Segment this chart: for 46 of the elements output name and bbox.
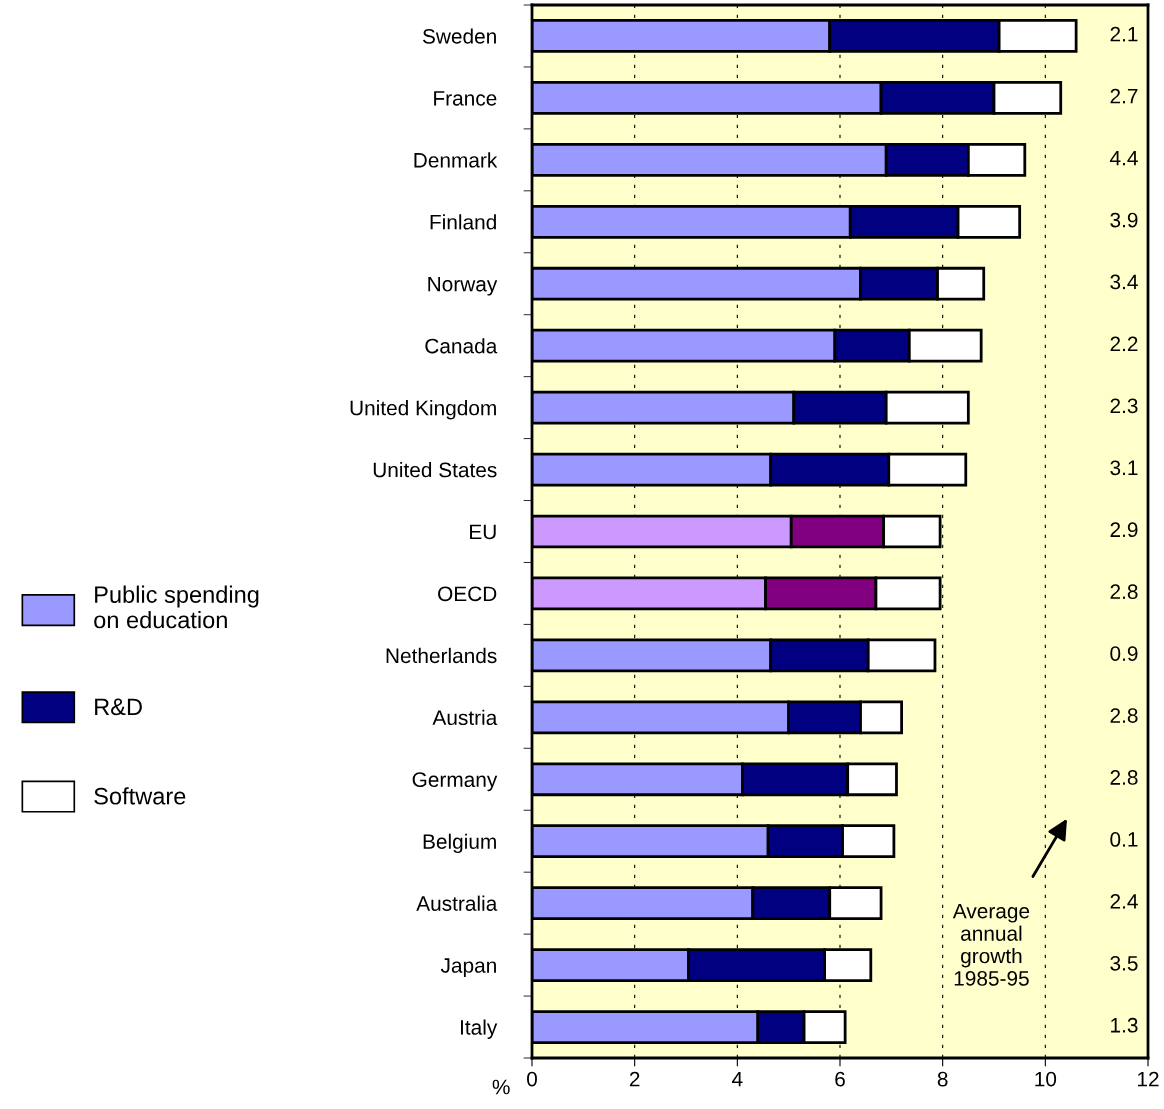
y-tick-label: Italy — [461, 1019, 498, 1039]
y-tick-label: EU — [470, 524, 496, 540]
annotation: 4.4 — [1109, 150, 1138, 166]
annotation: 2.1 — [1110, 26, 1138, 42]
x-tick-label: 8 — [937, 1071, 948, 1087]
annotation: 2.9 — [1110, 522, 1138, 538]
annotation: 2.8 — [1110, 708, 1138, 723]
x-tick-label: 12 — [1138, 1071, 1159, 1087]
x-tick-label: 2 — [629, 1071, 640, 1087]
y-tick-label: Finland — [430, 214, 496, 230]
y-tick-label: Denmark — [414, 152, 498, 168]
y-tick-label: OECD — [438, 586, 497, 602]
annotation: 3.5 — [1110, 955, 1138, 971]
y-tick-label: Germany — [412, 772, 498, 792]
annotation: Average annual growth 1985-95 — [952, 903, 1030, 986]
legend-label: R&D — [95, 698, 142, 716]
y-tick-label: Sweden — [422, 28, 496, 44]
y-tick-label: Australia — [416, 895, 498, 911]
annotation: 2.3 — [1110, 398, 1138, 414]
x-tick-label: 0 — [527, 1071, 537, 1087]
annotation: 0.9 — [1110, 646, 1138, 661]
annotation: 2.4 — [1110, 893, 1138, 909]
y-tick-label: Canada — [425, 338, 498, 354]
annotation: 3.1 — [1110, 460, 1138, 476]
legend-label: Software — [94, 787, 186, 805]
y-tick-label: Japan — [440, 958, 496, 977]
annotation: 2.8 — [1110, 770, 1138, 785]
y-tick-label: Norway — [428, 276, 498, 296]
annotation: 2.2 — [1110, 336, 1138, 352]
x-tick-label: 6 — [835, 1071, 845, 1087]
y-tick-label: Austria — [432, 709, 498, 726]
y-tick-label: France — [434, 91, 497, 106]
annotation: 2.7 — [1110, 88, 1138, 104]
y-tick-label: Netherlands — [386, 647, 497, 664]
x-tick-label: 10 — [1035, 1071, 1057, 1087]
legend-label: Public spending on education — [94, 585, 259, 629]
y-tick-label: Belgium — [423, 833, 496, 854]
annotation: 0.1 — [1110, 832, 1138, 847]
x-tick-label: 4 — [732, 1071, 743, 1087]
annotation: 1.3 — [1111, 1017, 1138, 1033]
y-tick-label: United Kingdom — [350, 400, 496, 420]
annotation: 3.4 — [1110, 274, 1138, 290]
x-axis-title: % — [492, 1079, 510, 1095]
annotation: 2.8 — [1110, 584, 1138, 600]
y-tick-label: United States — [373, 462, 497, 478]
annotation: 3.9 — [1110, 212, 1138, 228]
